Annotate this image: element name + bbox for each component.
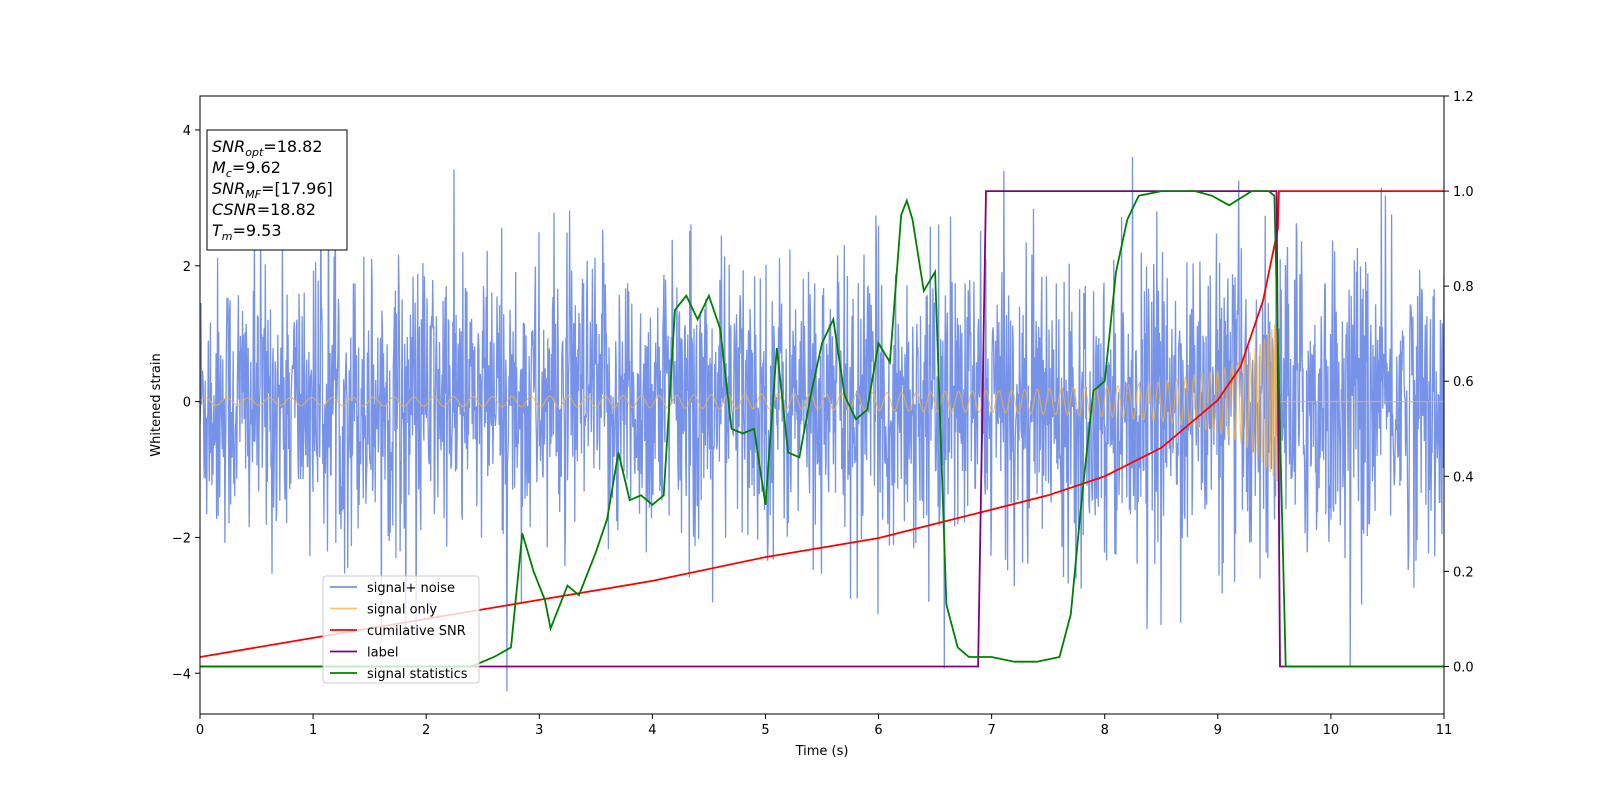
x-tick-label: 0	[196, 723, 204, 738]
annotation-line: SNRMF=[17.96]	[212, 179, 333, 201]
annotation-line: CSNR=18.82	[212, 200, 316, 219]
legend-item-label: label	[330, 646, 398, 661]
y-right-tick-label: 0.2	[1453, 565, 1474, 580]
y-left-tick-label: 0	[183, 396, 191, 411]
legend-item-signal-noise: signal+ noise	[330, 581, 455, 596]
plot-frame	[199, 95, 1445, 715]
annotation-line: Mc=9.62	[212, 158, 281, 180]
y-left-tick-label: 4	[183, 124, 191, 139]
series-signal-only	[200, 323, 1444, 482]
x-axis: 0 1 2 3 4 5 6 7 8 9 10 11	[196, 714, 1452, 738]
y-right-tick-label: 0.6	[1453, 375, 1474, 390]
y-right-tick-label: 0.8	[1453, 280, 1474, 295]
x-tick-label: 4	[648, 723, 656, 738]
plot-area	[199, 95, 1445, 715]
y-right-tick-label: 1.0	[1453, 185, 1474, 200]
y-left-tick-label: 2	[183, 260, 191, 275]
x-tick-label: 7	[987, 723, 995, 738]
x-tick-label: 11	[1436, 723, 1453, 738]
annotation-box: SNRopt=18.82Mc=9.62SNRMF=[17.96]CSNR=18.…	[206, 129, 348, 251]
legend: signal+ noise signal only cumilative SNR la…	[322, 575, 480, 684]
y-axis-label: Whitened strain	[149, 353, 164, 456]
series-layer	[200, 131, 1444, 692]
legend-label: signal only	[367, 603, 437, 618]
x-tick-label: 9	[1214, 723, 1222, 738]
annotation-frame	[206, 129, 348, 251]
x-tick-label: 6	[874, 723, 882, 738]
legend-label: cumilative SNR	[367, 624, 466, 639]
legend-item-cumilative-snr: cumilative SNR	[330, 624, 466, 639]
legend-item-signal-only: signal only	[330, 603, 437, 618]
x-tick-label: 3	[535, 723, 543, 738]
x-axis-label: Time (s)	[795, 744, 849, 759]
y-left-tick-label: −4	[172, 667, 191, 682]
annotation-line: Tm=9.53	[212, 221, 282, 243]
y-left-tick-label: −2	[172, 531, 191, 546]
x-tick-label: 5	[761, 723, 769, 738]
legend-label: signal statistics	[367, 667, 468, 682]
legend-item-signal-statistics: signal statistics	[330, 667, 468, 682]
legend-label: signal+ noise	[367, 581, 455, 596]
y-axis-right: 0.0 0.2 0.4 0.6 0.8 1.0 1.2	[1444, 90, 1474, 675]
legend-frame	[322, 575, 480, 684]
y-right-tick-label: 0.4	[1453, 470, 1474, 485]
x-tick-label: 8	[1101, 723, 1109, 738]
x-tick-label: 1	[309, 723, 317, 738]
y-axis-left: −4 −2 0 2 4	[172, 124, 200, 682]
y-right-tick-label: 1.2	[1453, 90, 1474, 105]
y-right-tick-label: 0.0	[1453, 660, 1474, 675]
series-signal-statistics	[200, 190, 1444, 668]
annotation-line: SNRopt=18.82	[212, 137, 323, 159]
legend-label: label	[367, 646, 398, 661]
x-tick-label: 10	[1323, 723, 1340, 738]
series-signal-noise	[200, 131, 1444, 692]
x-tick-label: 2	[422, 723, 430, 738]
series-cumilative-snr	[200, 190, 1444, 658]
